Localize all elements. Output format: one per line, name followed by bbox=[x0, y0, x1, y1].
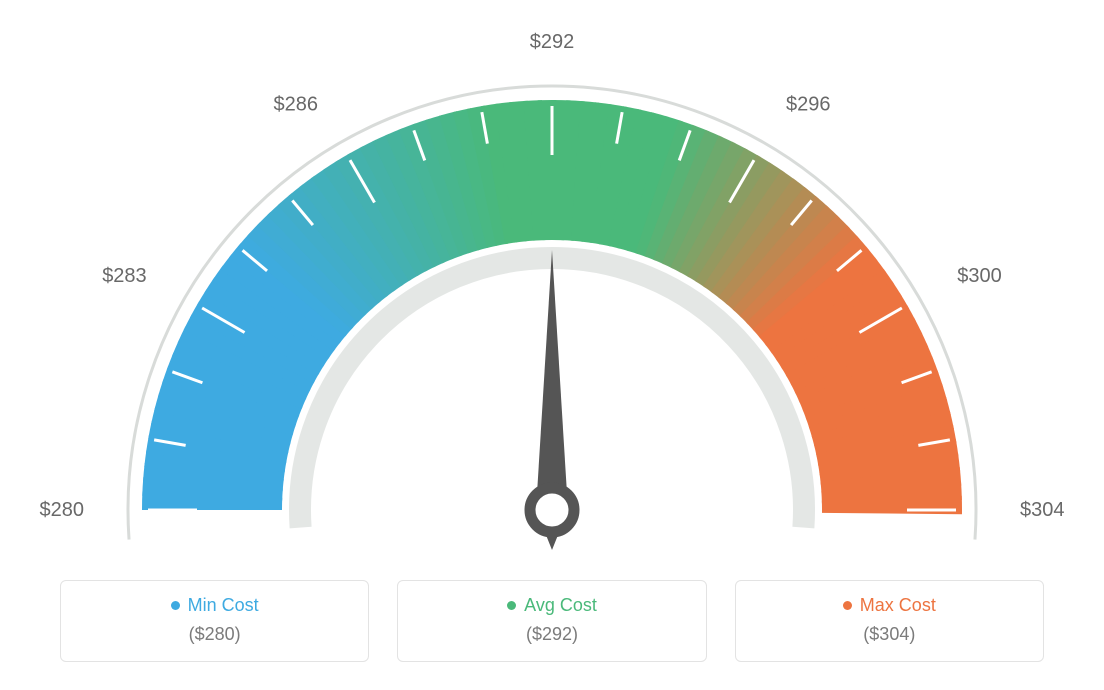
tick-label: $292 bbox=[530, 31, 575, 53]
gauge-svg: $280 $283 $286 $292 $296 $300 $304 bbox=[0, 0, 1104, 560]
legend-label: Avg Cost bbox=[524, 595, 597, 616]
legend-dot-icon bbox=[843, 601, 852, 610]
legend-dot-icon bbox=[171, 601, 180, 610]
legend-row: Min Cost ($280) Avg Cost ($292) Max Cost ($30… bbox=[0, 580, 1104, 662]
needle-pivot bbox=[530, 488, 574, 532]
legend-label: Max Cost bbox=[860, 595, 936, 616]
tick-label: $300 bbox=[957, 265, 1002, 287]
legend-item-0: Min Cost ($280) bbox=[60, 580, 369, 662]
legend-dot-icon bbox=[507, 601, 516, 610]
legend-value: ($304) bbox=[746, 624, 1033, 645]
legend-item-1: Avg Cost ($292) bbox=[397, 580, 706, 662]
chart-container: $280 $283 $286 $292 $296 $300 $304 Min Cost ($2… bbox=[0, 0, 1104, 690]
legend-value: ($292) bbox=[408, 624, 695, 645]
tick-label: $283 bbox=[102, 265, 147, 287]
tick-label: $280 bbox=[40, 499, 85, 521]
gauge-area: $280 $283 $286 $292 $296 $300 $304 bbox=[0, 0, 1104, 560]
tick-label: $296 bbox=[786, 94, 831, 116]
tick-label: $286 bbox=[274, 94, 319, 116]
legend-value: ($280) bbox=[71, 624, 358, 645]
tick-label: $304 bbox=[1020, 499, 1065, 521]
legend-label: Min Cost bbox=[188, 595, 259, 616]
legend-item-2: Max Cost ($304) bbox=[735, 580, 1044, 662]
